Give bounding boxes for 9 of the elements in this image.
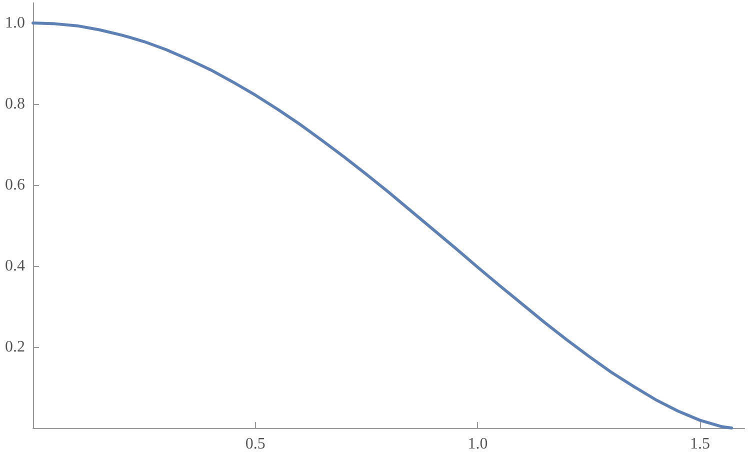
y-tick-label: 0.6 bbox=[5, 176, 25, 194]
y-tick-label: 1.0 bbox=[5, 14, 25, 32]
x-tick-label: 1.5 bbox=[690, 436, 710, 452]
x-tick-label: 0.5 bbox=[245, 436, 266, 452]
y-tick-label: 0.2 bbox=[5, 338, 25, 356]
y-tick-label: 0.4 bbox=[5, 258, 25, 274]
x-tick-label: 1.0 bbox=[468, 436, 488, 452]
line-series bbox=[32, 22, 734, 430]
y-tick-label: 0.8 bbox=[5, 96, 25, 112]
